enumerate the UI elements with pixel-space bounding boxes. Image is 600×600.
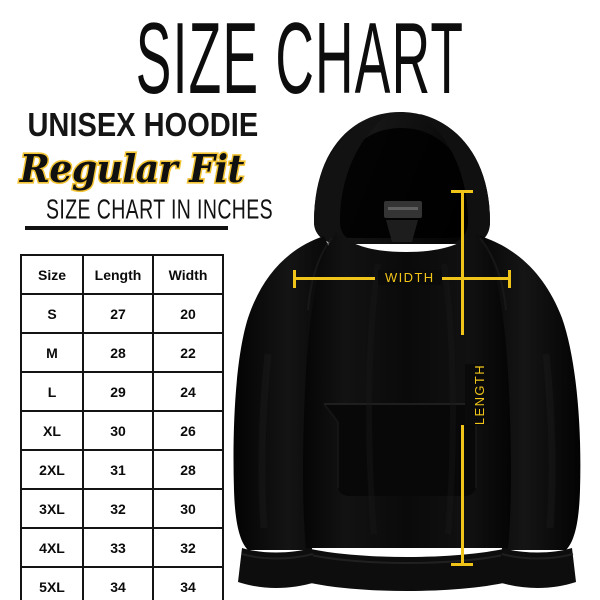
cell-width: 24 [152, 371, 224, 412]
cell-length: 34 [82, 566, 154, 600]
collar-notch [386, 220, 418, 242]
column-header-width: Width [152, 254, 224, 295]
pocket-left-opening [323, 403, 339, 423]
cell-length: 29 [82, 371, 154, 412]
hood-opening [332, 128, 472, 238]
hoodie-illustration [228, 104, 600, 600]
fit-label: Regular Fit [18, 144, 245, 192]
product-subtitle: UNISEX HOODIE [27, 106, 259, 143]
cell-length: 33 [82, 527, 154, 568]
right-cuff [498, 548, 576, 588]
waistband-top-edge [305, 553, 509, 564]
table-row: 5XL 34 34 [20, 566, 224, 600]
fit-line: Regular Fit [14, 144, 245, 192]
column-header-length: Length [82, 254, 154, 295]
table-row: 2XL 31 28 [20, 449, 224, 490]
kangaroo-pocket [324, 404, 490, 496]
right-cuff-edge [501, 553, 574, 560]
fabric-fold-left [366, 263, 381, 535]
cell-width: 32 [152, 527, 224, 568]
cell-length: 31 [82, 449, 154, 490]
table-row: S 27 20 [20, 293, 224, 334]
cell-size: XL [20, 410, 84, 451]
table-row: M 28 22 [20, 332, 224, 373]
left-cuff-edge [241, 553, 314, 560]
table-body: S 27 20 M 28 22 L 29 24 XL 30 26 2XL 31 [20, 293, 224, 600]
cell-length: 32 [82, 488, 154, 529]
cell-size: M [20, 332, 84, 373]
units-heading-underline [24, 226, 228, 230]
table-row: 3XL 32 30 [20, 488, 224, 529]
table-row: XL 30 26 [20, 410, 224, 451]
left-sleeve [233, 236, 332, 550]
cell-size: 2XL [20, 449, 84, 490]
cell-width: 34 [152, 566, 224, 600]
cell-length: 28 [82, 332, 154, 373]
fabric-fold-left-sleeve [258, 353, 272, 529]
cell-width: 28 [152, 449, 224, 490]
cell-length: 27 [82, 293, 154, 334]
cell-length: 30 [82, 410, 154, 451]
table-header-row: Size Length Width [20, 254, 224, 295]
cell-width: 26 [152, 410, 224, 451]
right-shoulder-seam [479, 237, 507, 311]
cell-width: 20 [152, 293, 224, 334]
fabric-fold-right-sleeve [542, 353, 556, 529]
cell-size: 3XL [20, 488, 84, 529]
table-row: 4XL 33 32 [20, 527, 224, 568]
left-text-column: UNISEX HOODIE Regular Fit SIZE CHART IN … [14, 106, 273, 230]
column-header-size: Size [20, 254, 84, 295]
left-cuff [238, 548, 316, 588]
cell-size: S [20, 293, 84, 334]
waistband [306, 548, 508, 591]
hood-left-fold [314, 114, 388, 244]
hood-right-fold [420, 114, 490, 244]
neck-label-text [388, 207, 418, 210]
table-row: L 29 24 [20, 371, 224, 412]
cell-width: 22 [152, 332, 224, 373]
units-heading-line: SIZE CHART IN INCHES [14, 195, 273, 230]
hoodie-body [303, 232, 511, 548]
cell-width: 30 [152, 488, 224, 529]
cell-size: 4XL [20, 527, 84, 568]
cell-size: 5XL [20, 566, 84, 600]
left-shoulder-seam [307, 237, 333, 311]
cell-size: L [20, 371, 84, 412]
units-heading: SIZE CHART IN INCHES [46, 194, 274, 226]
size-table: Size Length Width S 27 20 M 28 22 L 29 2… [20, 254, 224, 600]
page-title: SIZE CHART [135, 2, 465, 116]
fabric-fold-right [441, 263, 456, 535]
